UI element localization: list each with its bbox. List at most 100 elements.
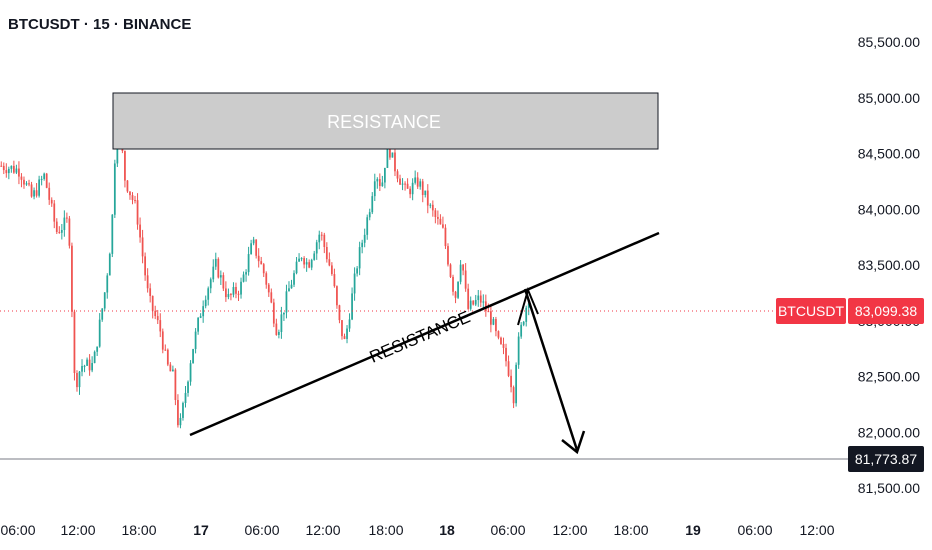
projection-arrow[interactable] — [523, 288, 579, 451]
candle-body — [184, 392, 187, 404]
y-tick-label: 85,500.00 — [858, 34, 920, 50]
candle-body — [212, 266, 215, 280]
candle-body — [83, 365, 86, 367]
candle-body — [356, 268, 359, 274]
candle-body — [454, 291, 457, 298]
candle-body — [177, 399, 179, 426]
candle-body — [300, 258, 303, 260]
candle-body — [124, 151, 126, 181]
x-tick-label: 17 — [193, 522, 209, 538]
candle-body — [522, 321, 525, 325]
candle-body — [18, 168, 20, 177]
candle-body — [368, 212, 371, 218]
candle-body — [15, 168, 18, 173]
candle-body — [487, 311, 490, 313]
candle-body — [179, 417, 182, 426]
candle-body — [270, 292, 273, 303]
candle-body — [151, 295, 154, 311]
candle-body — [348, 319, 351, 329]
candle-body — [12, 165, 15, 173]
candle-body — [338, 305, 341, 321]
candle-body — [283, 312, 285, 315]
candle-body — [33, 190, 35, 197]
candle-body — [260, 261, 263, 265]
candle-body — [323, 234, 326, 247]
candle-body — [512, 387, 515, 404]
candle-body — [452, 276, 454, 292]
candle-body — [247, 254, 250, 273]
candle-body — [214, 258, 217, 267]
candle-body — [53, 203, 56, 222]
candle-body — [232, 286, 235, 295]
candle-body — [106, 275, 109, 293]
candle-body — [404, 183, 406, 185]
candle-body — [230, 294, 232, 296]
candle-body — [525, 307, 528, 322]
candle-body — [315, 242, 318, 254]
candle-body — [275, 323, 278, 335]
resistance-zone-box[interactable] — [112, 92, 659, 150]
candle-body — [0, 165, 3, 167]
candle-body — [159, 320, 162, 332]
candle-body — [520, 324, 523, 337]
y-axis: 85,500.00 85,000.00 84,500.00 84,000.00 83,5… — [858, 34, 920, 496]
candle-body — [98, 319, 101, 347]
candle-body — [502, 343, 505, 348]
candle-body — [182, 403, 184, 418]
current-price-value: 83,099.38 — [854, 303, 918, 319]
candle-body — [444, 227, 447, 247]
chart-title: BTCUSDT · 15 · BINANCE — [8, 16, 192, 33]
resistance-trendline[interactable] — [189, 231, 660, 437]
candle-body — [235, 286, 237, 294]
candle-body — [434, 210, 437, 218]
candle-body — [40, 178, 43, 180]
candle-body — [459, 264, 462, 282]
candle-body — [419, 181, 422, 187]
candle-body — [187, 381, 189, 393]
candle-body — [207, 288, 210, 300]
candle-body — [224, 288, 227, 298]
candle-body — [240, 281, 242, 295]
candle-body — [50, 199, 53, 204]
candle-body — [308, 262, 311, 268]
candle-body — [406, 183, 409, 189]
candle-body — [442, 224, 444, 228]
candle-body — [280, 314, 283, 332]
candle-body — [245, 272, 247, 275]
candle-body — [492, 319, 495, 325]
candlestick-series — [0, 100, 530, 429]
candle-body — [399, 178, 401, 185]
candle-body — [28, 183, 30, 185]
low-price-tag: 81,773.87 — [848, 446, 924, 472]
candle-body — [197, 317, 200, 332]
candle-body — [330, 265, 333, 275]
candle-body — [126, 180, 129, 192]
candle-body — [343, 336, 346, 339]
y-tick-label: 85,000.00 — [858, 90, 920, 106]
candle-body — [71, 245, 73, 312]
candle-body — [394, 152, 396, 172]
candle-body — [401, 183, 404, 185]
candle-body — [431, 204, 434, 211]
candle-body — [462, 264, 465, 271]
candle-body — [88, 359, 91, 371]
candle-body — [467, 288, 470, 309]
candle-body — [250, 243, 253, 255]
candle-body — [134, 200, 136, 202]
candle-body — [414, 177, 417, 183]
candle-body — [164, 349, 167, 351]
candle-body — [217, 258, 220, 278]
candle-body — [252, 239, 255, 244]
candle-body — [25, 183, 28, 185]
candle-body — [73, 311, 76, 374]
y-tick-label: 83,500.00 — [858, 257, 920, 273]
candle-body — [146, 275, 149, 289]
candle-body — [194, 331, 197, 350]
candle-body — [141, 237, 144, 257]
candle-body — [469, 300, 472, 309]
candle-body — [500, 337, 502, 344]
candle-body — [378, 179, 381, 187]
candle-body — [237, 293, 240, 295]
candle-body — [81, 365, 83, 372]
